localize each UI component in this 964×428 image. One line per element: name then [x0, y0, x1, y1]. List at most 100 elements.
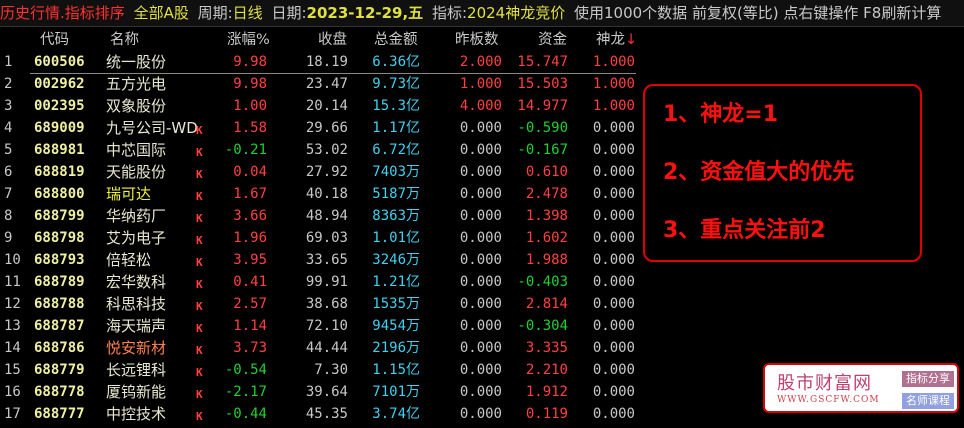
stock-code: 688789 — [34, 274, 85, 290]
prev-limit-count: 0.000 — [459, 318, 502, 334]
col-header-fund[interactable]: 资金 — [538, 32, 567, 48]
table-row[interactable]: 7 688800 瑞可达 K 1.67 40.18 5187万 0.000 2.478 0.000 — [0, 183, 640, 205]
col-header-change[interactable]: 涨幅% — [227, 32, 270, 48]
prev-limit-count: 0.000 — [459, 142, 502, 158]
market-selector[interactable]: 全部A股 — [133, 4, 189, 22]
row-index: 8 — [4, 208, 13, 224]
change-pct: 1.96 — [233, 230, 267, 246]
table-row[interactable]: 12 688788 科思科技 K 2.57 38.68 1535万 0.000 2.814 0.0… — [0, 293, 640, 315]
close-price: 23.47 — [305, 76, 348, 92]
note-line: 1、神龙=1 — [663, 102, 779, 127]
col-header-name[interactable]: 名称 — [110, 32, 139, 48]
stock-name: 瑞可达 — [106, 185, 152, 203]
shenlong-value: 0.000 — [592, 318, 635, 334]
table-row[interactable]: 17 688777 中控技术 K -0.44 45.35 3.74亿 0.000 0.119 0.… — [0, 403, 640, 425]
table-row[interactable]: 15 688779 长远锂科 K -0.54 7.30 1.15亿 0.000 2.210 0.0… — [0, 359, 640, 381]
stock-name: 双象股份 — [106, 97, 167, 115]
total-amount: 7403万 — [372, 164, 420, 180]
fund-value: -0.403 — [517, 274, 568, 290]
table-row[interactable]: 8 688799 华纳药厂 K 3.66 48.94 8363万 0.000 1.398 0.00… — [0, 205, 640, 227]
change-pct: -0.44 — [224, 406, 267, 422]
total-amount: 6.72亿 — [372, 142, 420, 158]
total-amount: 7101万 — [372, 384, 420, 400]
stock-code: 002962 — [34, 76, 85, 92]
stock-name: 统一股份 — [106, 53, 167, 71]
table-row[interactable]: 1 600506 统一股份 9.98 18.19 6.36亿 2.000 15.747 1.00… — [0, 51, 640, 73]
logo-title: 股市财富网 — [777, 373, 872, 394]
total-amount: 5187万 — [372, 186, 420, 202]
close-price: 29.66 — [305, 120, 348, 136]
stock-code: 688800 — [34, 186, 85, 202]
table-row[interactable]: 2 002962 五方光电 9.98 23.47 9.73亿 1.000 15.503 1.00… — [0, 73, 640, 95]
period-value[interactable]: 日线 — [232, 4, 263, 22]
col-header-code[interactable]: 代码 — [40, 32, 69, 48]
col-header-shenlong[interactable]: 神龙↓ — [596, 29, 637, 51]
period-label: 周期: — [197, 4, 233, 22]
prev-limit-count: 1.000 — [459, 76, 502, 92]
prev-limit-count: 0.000 — [459, 208, 502, 224]
stock-code: 688798 — [34, 230, 85, 246]
close-price: 39.64 — [305, 384, 348, 400]
col-header-amount[interactable]: 总金额 — [374, 32, 418, 48]
k-marker: K — [196, 168, 203, 181]
col-header-close[interactable]: 收盘 — [318, 32, 347, 48]
table-row[interactable]: 11 688789 宏华数科 K 0.41 99.91 1.21亿 0.000 -0.403 0.… — [0, 271, 640, 293]
row-index: 17 — [4, 406, 21, 422]
row-index: 4 — [4, 120, 13, 136]
stock-name: 长远锂科 — [106, 361, 167, 379]
change-pct: 3.66 — [233, 208, 267, 224]
total-amount: 1.17亿 — [372, 120, 420, 136]
info-text: 使用1000个数据 前复权(等比) 点右键操作 F8刷新计算 — [574, 4, 942, 22]
table-row[interactable]: 6 688819 天能股份 K 0.04 27.92 7403万 0.000 0.610 0.00… — [0, 161, 640, 183]
stock-code: 688778 — [34, 384, 85, 400]
change-pct: 3.73 — [233, 340, 267, 356]
table-row[interactable]: 16 688778 厦钨新能 K -2.17 39.64 7101万 0.000 1.912 0.… — [0, 381, 640, 403]
prev-limit-count: 0.000 — [459, 164, 502, 180]
row-index: 3 — [4, 98, 13, 114]
table-row[interactable]: 10 688793 倍轻松 K 3.95 33.65 3246万 0.000 1.988 0.00… — [0, 249, 640, 271]
col-header-prev-limit[interactable]: 昨板数 — [455, 32, 499, 48]
fund-value: -0.304 — [517, 318, 568, 334]
prev-limit-count: 0.000 — [459, 384, 502, 400]
shenlong-value: 0.000 — [592, 186, 635, 202]
fund-value: 2.210 — [525, 362, 568, 378]
table-row[interactable]: 14 688786 悦安新材 K 3.73 44.44 2196万 0.000 3.335 0.0… — [0, 337, 640, 359]
row-index: 10 — [4, 252, 21, 268]
row-index: 5 — [4, 142, 13, 158]
total-amount: 8363万 — [372, 208, 420, 224]
fund-value: 1.602 — [525, 230, 568, 246]
total-amount: 3246万 — [372, 252, 420, 268]
stock-name: 五方光电 — [106, 75, 167, 93]
close-price: 48.94 — [305, 208, 348, 224]
prev-limit-count: 0.000 — [459, 252, 502, 268]
stock-code: 688786 — [34, 340, 85, 356]
table-row[interactable]: 3 002395 双象股份 1.00 20.14 15.3亿 4.000 14.977 1.00… — [0, 95, 640, 117]
indicator-label: 指标: — [431, 4, 468, 22]
shenlong-value: 1.000 — [592, 54, 635, 70]
table-row[interactable]: 5 688981 中芯国际 K -0.21 53.02 6.72亿 0.000 -0.167 0.… — [0, 139, 640, 161]
close-price: 33.65 — [305, 252, 348, 268]
change-pct: -2.17 — [224, 384, 267, 400]
shenlong-value: 0.000 — [592, 274, 635, 290]
table-row[interactable]: 13 688787 海天瑞声 K 1.14 72.10 9454万 0.000 -0.304 0.… — [0, 315, 640, 337]
change-pct: 2.57 — [233, 296, 267, 312]
date-value[interactable]: 2023-12-29,五 — [306, 4, 424, 22]
close-price: 7.30 — [314, 362, 348, 378]
change-pct: 1.00 — [233, 98, 267, 114]
prev-limit-count: 0.000 — [459, 406, 502, 422]
row-index: 16 — [4, 384, 21, 400]
table-row[interactable]: 9 688798 艾为电子 K 1.96 69.03 1.01亿 0.000 1.602 0.00… — [0, 227, 640, 249]
change-pct: -0.54 — [224, 362, 267, 378]
row-divider — [30, 73, 636, 74]
table-row[interactable]: 4 689009 九号公司-WD K 1.58 29.66 1.17亿 0.000 -0.590… — [0, 117, 640, 139]
stock-name: 倍轻松 — [106, 251, 152, 269]
fund-value: 1.912 — [525, 384, 568, 400]
stock-code: 688779 — [34, 362, 85, 378]
total-amount: 6.36亿 — [372, 54, 420, 70]
indicator-value[interactable]: 2024神龙竞价 — [467, 4, 566, 22]
change-pct: 9.98 — [233, 54, 267, 70]
total-amount: 3.74亿 — [372, 406, 420, 422]
note-line: 3、重点关注前2 — [663, 218, 826, 243]
stock-code: 688777 — [34, 406, 85, 422]
total-amount: 9454万 — [372, 318, 420, 334]
